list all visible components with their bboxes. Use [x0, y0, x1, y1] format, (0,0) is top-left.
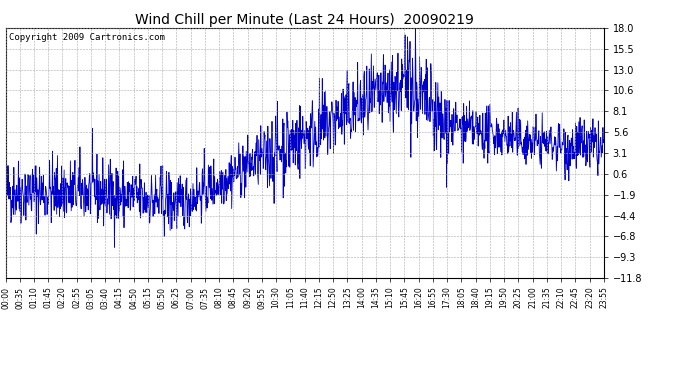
Title: Wind Chill per Minute (Last 24 Hours)  20090219: Wind Chill per Minute (Last 24 Hours) 20… — [135, 13, 474, 27]
Text: Copyright 2009 Cartronics.com: Copyright 2009 Cartronics.com — [8, 33, 164, 42]
